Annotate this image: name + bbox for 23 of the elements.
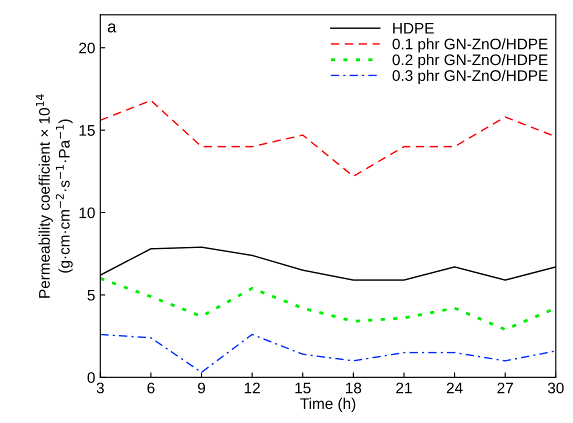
- y-tick-label: 20: [79, 42, 95, 54]
- x-tick-label: 3: [96, 382, 104, 394]
- x-tick-label: 12: [244, 382, 260, 394]
- x-tick-label: 6: [147, 382, 154, 394]
- legend-label: 0.3 phr GN-ZnO/HDPE: [392, 70, 548, 84]
- y-tick-label: 10: [80, 207, 95, 218]
- x-tick-label: 30: [548, 382, 564, 394]
- legend-label: HDPE: [393, 23, 434, 34]
- x-tick-label: 21: [396, 382, 412, 394]
- x-axis-title: Time (h): [300, 398, 356, 412]
- x-tick-label: 27: [497, 382, 513, 394]
- text: Permeability coefficient × 10$^{14}$ (g·cm·cm$^{−2}$·s$^{−1}$·Pa$^{−1}$): [36, 94, 73, 298]
- annotation: a: [108, 23, 116, 32]
- x-tick-label: 24: [446, 382, 463, 394]
- line-series: [100, 334, 556, 374]
- legend-label: 0.2 phr GN-ZnO/HDPE: [392, 54, 548, 68]
- x-tick-label: 18: [346, 382, 362, 394]
- y-tick-label: 15: [80, 125, 95, 136]
- legend-label: 0.1 phr GN-ZnO/HDPE: [392, 38, 548, 52]
- y-tick-label: 5: [88, 290, 95, 301]
- y-tick-label: 0: [88, 372, 95, 383]
- x-tick-label: 9: [198, 382, 206, 394]
- x-tick-label: 15: [295, 382, 311, 394]
